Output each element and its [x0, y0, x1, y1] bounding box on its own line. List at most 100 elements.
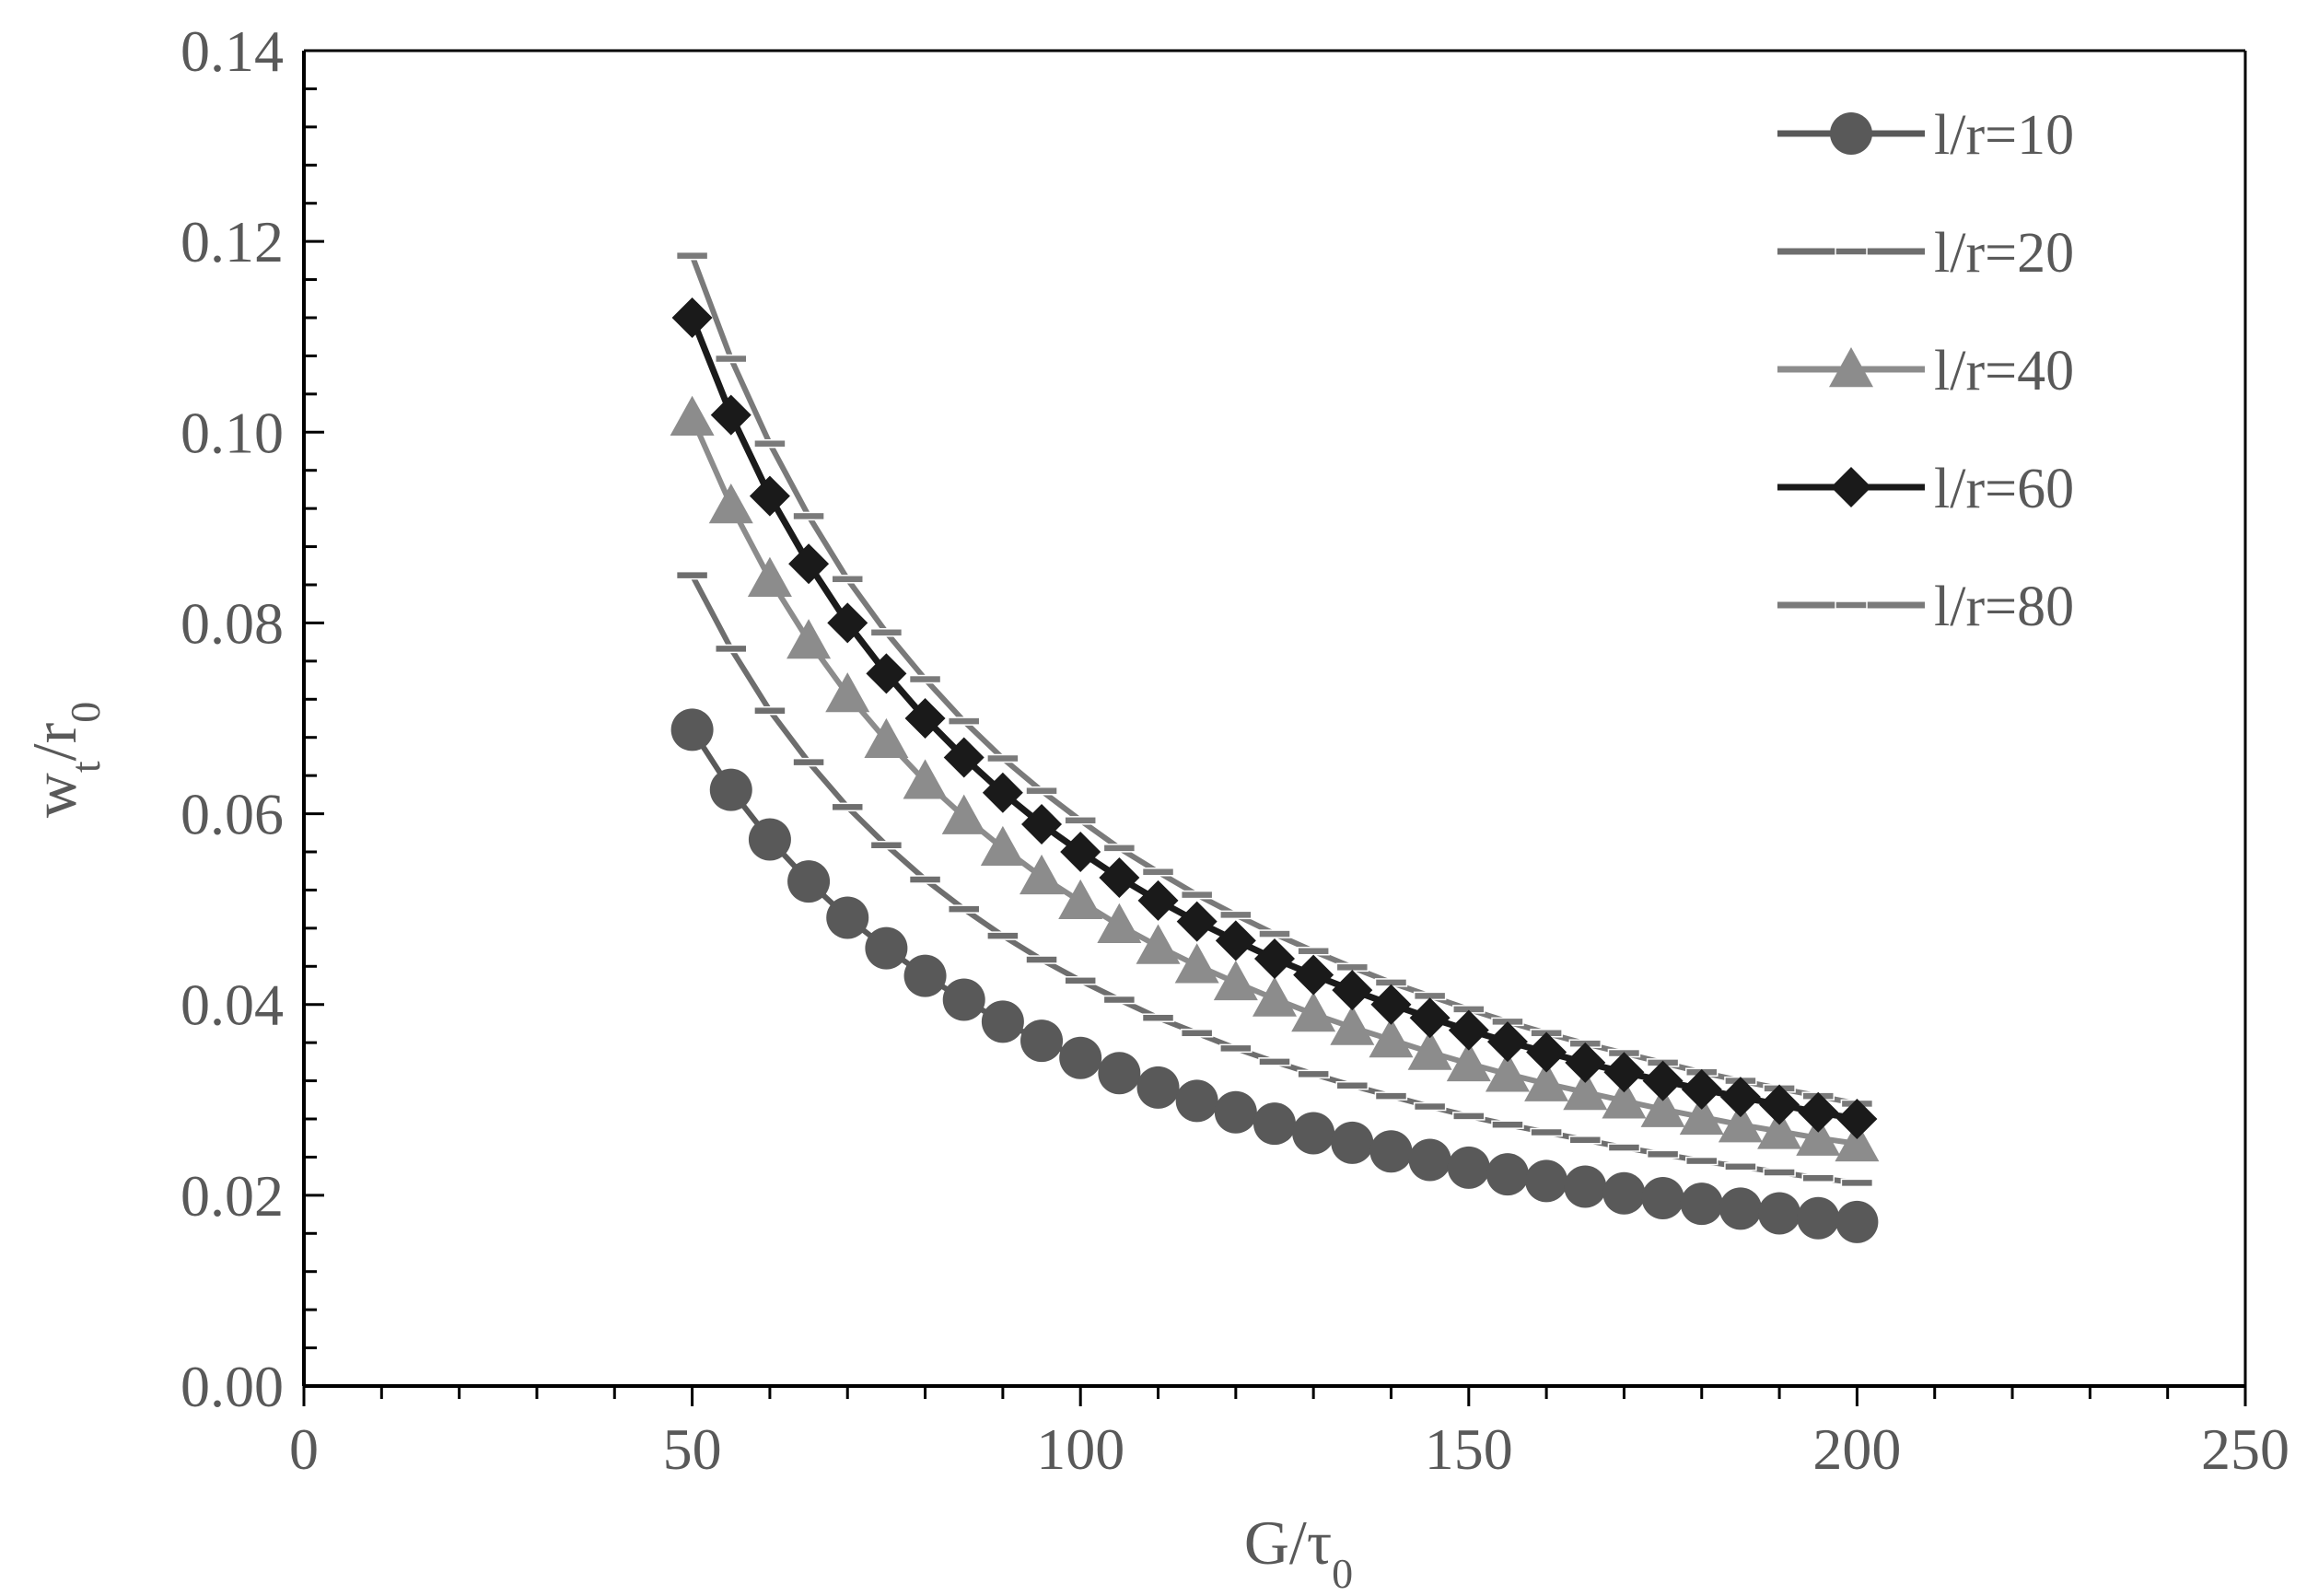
data-point [865, 926, 908, 970]
data-point [869, 628, 903, 637]
data-point [715, 354, 748, 364]
data-point [792, 757, 825, 767]
y-tick-label: 0.14 [181, 18, 284, 84]
data-point [1719, 1187, 1762, 1230]
legend-swatch-marker [1831, 467, 1871, 507]
data-point [1602, 1078, 1647, 1119]
data-point [1136, 924, 1181, 964]
y-axis-ticks: 0.00 0.02 0.04 0.06 0.08 0.10 0.12 0.14 [181, 18, 324, 1419]
data-point [1058, 879, 1103, 920]
data-point [747, 556, 792, 597]
data-point [1835, 1121, 1880, 1162]
data-point [980, 825, 1025, 867]
data-point [981, 1000, 1024, 1043]
data-point [827, 602, 868, 644]
data-point [1836, 1099, 1878, 1139]
data-point [1758, 1192, 1801, 1235]
data-point [1335, 1081, 1369, 1090]
series-line [689, 416, 1858, 1147]
data-point [1214, 1090, 1257, 1134]
data-point [1064, 976, 1097, 985]
data-point [1025, 955, 1058, 964]
data-point [1020, 1019, 1064, 1063]
data-point [1102, 844, 1136, 853]
data-point [1565, 1042, 1606, 1083]
data-point [1524, 1061, 1569, 1101]
x-tick-label: 150 [1425, 1416, 1513, 1482]
data-point [1763, 1168, 1796, 1177]
data-point [1332, 970, 1373, 1011]
data-point [1215, 920, 1256, 961]
data-point [1137, 880, 1179, 921]
legend-label: l/r=40 [1934, 340, 2074, 402]
data-point [1452, 1112, 1486, 1121]
data-point [1297, 946, 1330, 956]
data-point [1486, 1153, 1529, 1196]
data-point [1141, 1013, 1175, 1022]
data-point [1176, 901, 1218, 942]
data-point [670, 395, 715, 436]
data-point [1757, 1109, 1802, 1149]
data-point [1254, 938, 1295, 979]
axes [302, 49, 2247, 1388]
data-point [1409, 997, 1451, 1039]
legend-swatch-marker [1835, 247, 1868, 256]
data-point [1253, 976, 1297, 1017]
data-point [1685, 1156, 1719, 1166]
data-point [1526, 1031, 1567, 1073]
data-point [1331, 1121, 1374, 1164]
data-point [1679, 1094, 1724, 1136]
data-point [1719, 1077, 1761, 1118]
data-point [1640, 1087, 1685, 1127]
y-axis-title-w-sub: t [62, 761, 109, 773]
data-point [1798, 1091, 1839, 1133]
data-point [831, 575, 864, 584]
legend-swatch-marker [1829, 347, 1873, 388]
x-axis-title-sub: 0 [1332, 1550, 1353, 1596]
data-point [869, 841, 903, 850]
data-point [1530, 1127, 1563, 1137]
data-point [1097, 903, 1142, 943]
series-4 [671, 297, 1878, 1139]
y-tick-label: 0.08 [181, 590, 284, 656]
data-point [942, 978, 985, 1021]
data-point [1180, 1029, 1214, 1038]
data-point [1485, 1052, 1530, 1092]
data-point [864, 717, 909, 759]
data-point [826, 896, 869, 939]
data-point [1102, 995, 1136, 1005]
data-point [1525, 1159, 1568, 1203]
data-point [903, 954, 947, 997]
data-point [1797, 1196, 1840, 1240]
data-point [1335, 962, 1369, 973]
legend-label: l/r=80 [1934, 576, 2074, 638]
data-point [908, 674, 942, 684]
x-axis-title-main: G/τ [1244, 1508, 1332, 1578]
data-point [710, 394, 752, 436]
data-point [1219, 910, 1253, 920]
data-point [1681, 1068, 1722, 1110]
data-point [748, 818, 791, 861]
data-point [1297, 1069, 1330, 1079]
data-point [1642, 1060, 1684, 1101]
data-point [1258, 929, 1291, 938]
data-point [982, 772, 1023, 813]
data-point [1564, 1165, 1607, 1208]
data-point [1253, 1102, 1296, 1146]
data-point [947, 716, 981, 726]
legend-label: l/r=20 [1934, 222, 2074, 285]
data-point [1448, 1009, 1489, 1051]
data-point [1718, 1102, 1763, 1143]
data-point [908, 875, 942, 884]
y-axis-title-r-sub: 0 [62, 702, 109, 723]
x-tick-label: 100 [1036, 1416, 1124, 1482]
data-point [1646, 1149, 1680, 1159]
series-2 [675, 570, 1874, 1188]
data-point [1680, 1182, 1723, 1226]
data-point [1796, 1115, 1841, 1156]
data-point [753, 705, 786, 716]
data-point [1491, 1120, 1524, 1129]
data-point [1447, 1146, 1490, 1189]
y-axis-title-w: w [19, 773, 89, 818]
